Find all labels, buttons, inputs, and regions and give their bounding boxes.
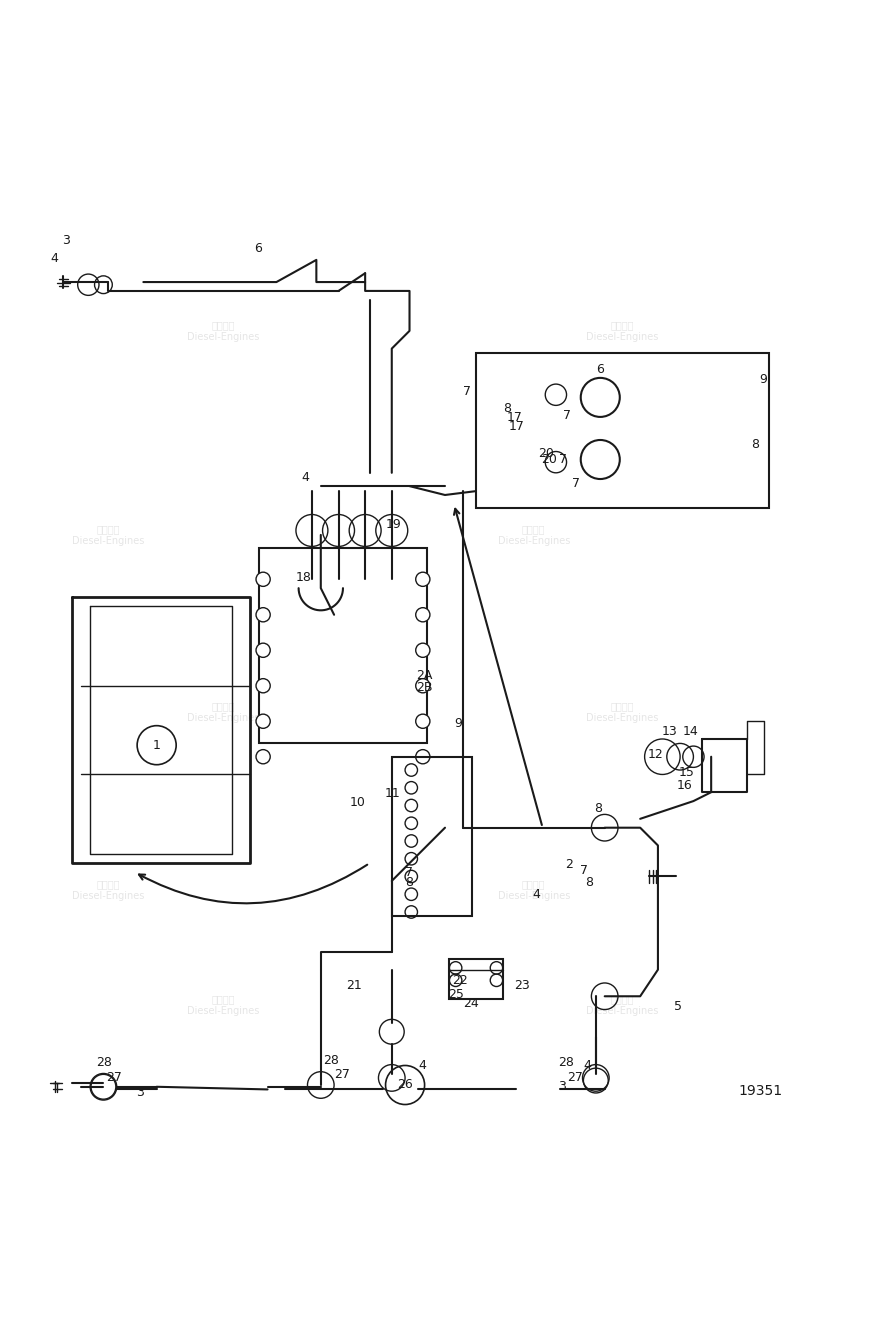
Text: 7: 7 (463, 385, 471, 398)
Circle shape (256, 643, 271, 657)
Text: 紫发动力
Diesel-Engines: 紫发动力 Diesel-Engines (72, 524, 144, 545)
Text: 3: 3 (559, 1081, 566, 1093)
Text: 15: 15 (678, 766, 694, 779)
Text: 紫发动力
Diesel-Engines: 紫发动力 Diesel-Engines (587, 701, 659, 723)
Text: 7: 7 (405, 866, 413, 879)
Circle shape (256, 679, 271, 693)
Text: 4: 4 (584, 1059, 591, 1071)
Text: 8: 8 (594, 802, 602, 815)
Circle shape (416, 679, 430, 693)
Text: 2B: 2B (417, 681, 433, 693)
Circle shape (416, 608, 430, 621)
Text: 14: 14 (683, 725, 699, 739)
Text: 4: 4 (302, 470, 309, 484)
Circle shape (416, 749, 430, 764)
Text: 7: 7 (572, 477, 580, 490)
Text: 8: 8 (751, 438, 759, 452)
Text: 25: 25 (448, 989, 464, 1001)
Text: 20: 20 (541, 453, 557, 466)
Text: 9: 9 (454, 717, 462, 731)
Circle shape (256, 715, 271, 728)
Text: 1: 1 (153, 739, 160, 752)
Text: 24: 24 (463, 997, 479, 1010)
Text: 6: 6 (255, 242, 263, 255)
Circle shape (416, 572, 430, 587)
Text: 7: 7 (580, 864, 588, 876)
Text: 紫发动力
Diesel-Engines: 紫发动力 Diesel-Engines (72, 879, 144, 900)
Text: 21: 21 (345, 979, 361, 993)
Text: 3: 3 (136, 1086, 144, 1098)
Bar (476, 353, 769, 508)
Text: 8: 8 (405, 876, 413, 890)
Text: 3: 3 (61, 234, 69, 247)
Text: 27: 27 (334, 1067, 350, 1081)
Bar (259, 548, 427, 743)
Text: 紫发动力
Diesel-Engines: 紫发动力 Diesel-Engines (187, 321, 259, 342)
Bar (449, 959, 503, 999)
Text: 26: 26 (397, 1078, 413, 1092)
Text: 2A: 2A (417, 668, 433, 681)
Text: 紫发动力
Diesel-Engines: 紫发动力 Diesel-Engines (498, 524, 570, 545)
Text: 19351: 19351 (738, 1085, 782, 1098)
Text: 紫发动力
Diesel-Engines: 紫发动力 Diesel-Engines (587, 994, 659, 1015)
Text: 紫发动力
Diesel-Engines: 紫发动力 Diesel-Engines (587, 321, 659, 342)
Text: 紫发动力
Diesel-Engines: 紫发动力 Diesel-Engines (187, 994, 259, 1015)
Text: 28: 28 (558, 1057, 573, 1069)
Text: 27: 27 (568, 1071, 583, 1085)
Text: 18: 18 (296, 570, 311, 584)
Text: 13: 13 (661, 725, 677, 739)
Text: 8: 8 (504, 402, 512, 415)
Circle shape (256, 608, 271, 621)
Text: 28: 28 (96, 1057, 112, 1069)
Text: 10: 10 (350, 796, 366, 810)
Text: 11: 11 (384, 787, 401, 800)
Text: 23: 23 (514, 979, 530, 993)
Text: 8: 8 (586, 876, 593, 890)
Text: 4: 4 (418, 1059, 426, 1071)
Text: 7: 7 (563, 409, 571, 422)
Text: 5: 5 (674, 1001, 682, 1014)
Circle shape (256, 572, 271, 587)
Text: 12: 12 (647, 748, 663, 762)
Text: 16: 16 (676, 779, 692, 792)
Text: 9: 9 (759, 373, 767, 386)
Text: 27: 27 (106, 1071, 122, 1085)
Circle shape (416, 715, 430, 728)
Text: 17: 17 (509, 421, 525, 433)
Text: 紫发动力
Diesel-Engines: 紫发动力 Diesel-Engines (187, 701, 259, 723)
Text: 17: 17 (507, 411, 523, 425)
Circle shape (416, 643, 430, 657)
Text: 20: 20 (538, 446, 554, 460)
Text: 7: 7 (559, 453, 567, 466)
Text: 28: 28 (323, 1054, 339, 1066)
Text: 22: 22 (452, 974, 468, 987)
Text: 4: 4 (50, 251, 58, 265)
Text: 19: 19 (385, 518, 401, 530)
Text: 2: 2 (565, 859, 572, 871)
Bar (392, 756, 472, 916)
Text: 4: 4 (532, 887, 540, 900)
Text: 紫发动力
Diesel-Engines: 紫发动力 Diesel-Engines (498, 879, 570, 900)
Circle shape (256, 749, 271, 764)
Text: 6: 6 (595, 362, 603, 375)
